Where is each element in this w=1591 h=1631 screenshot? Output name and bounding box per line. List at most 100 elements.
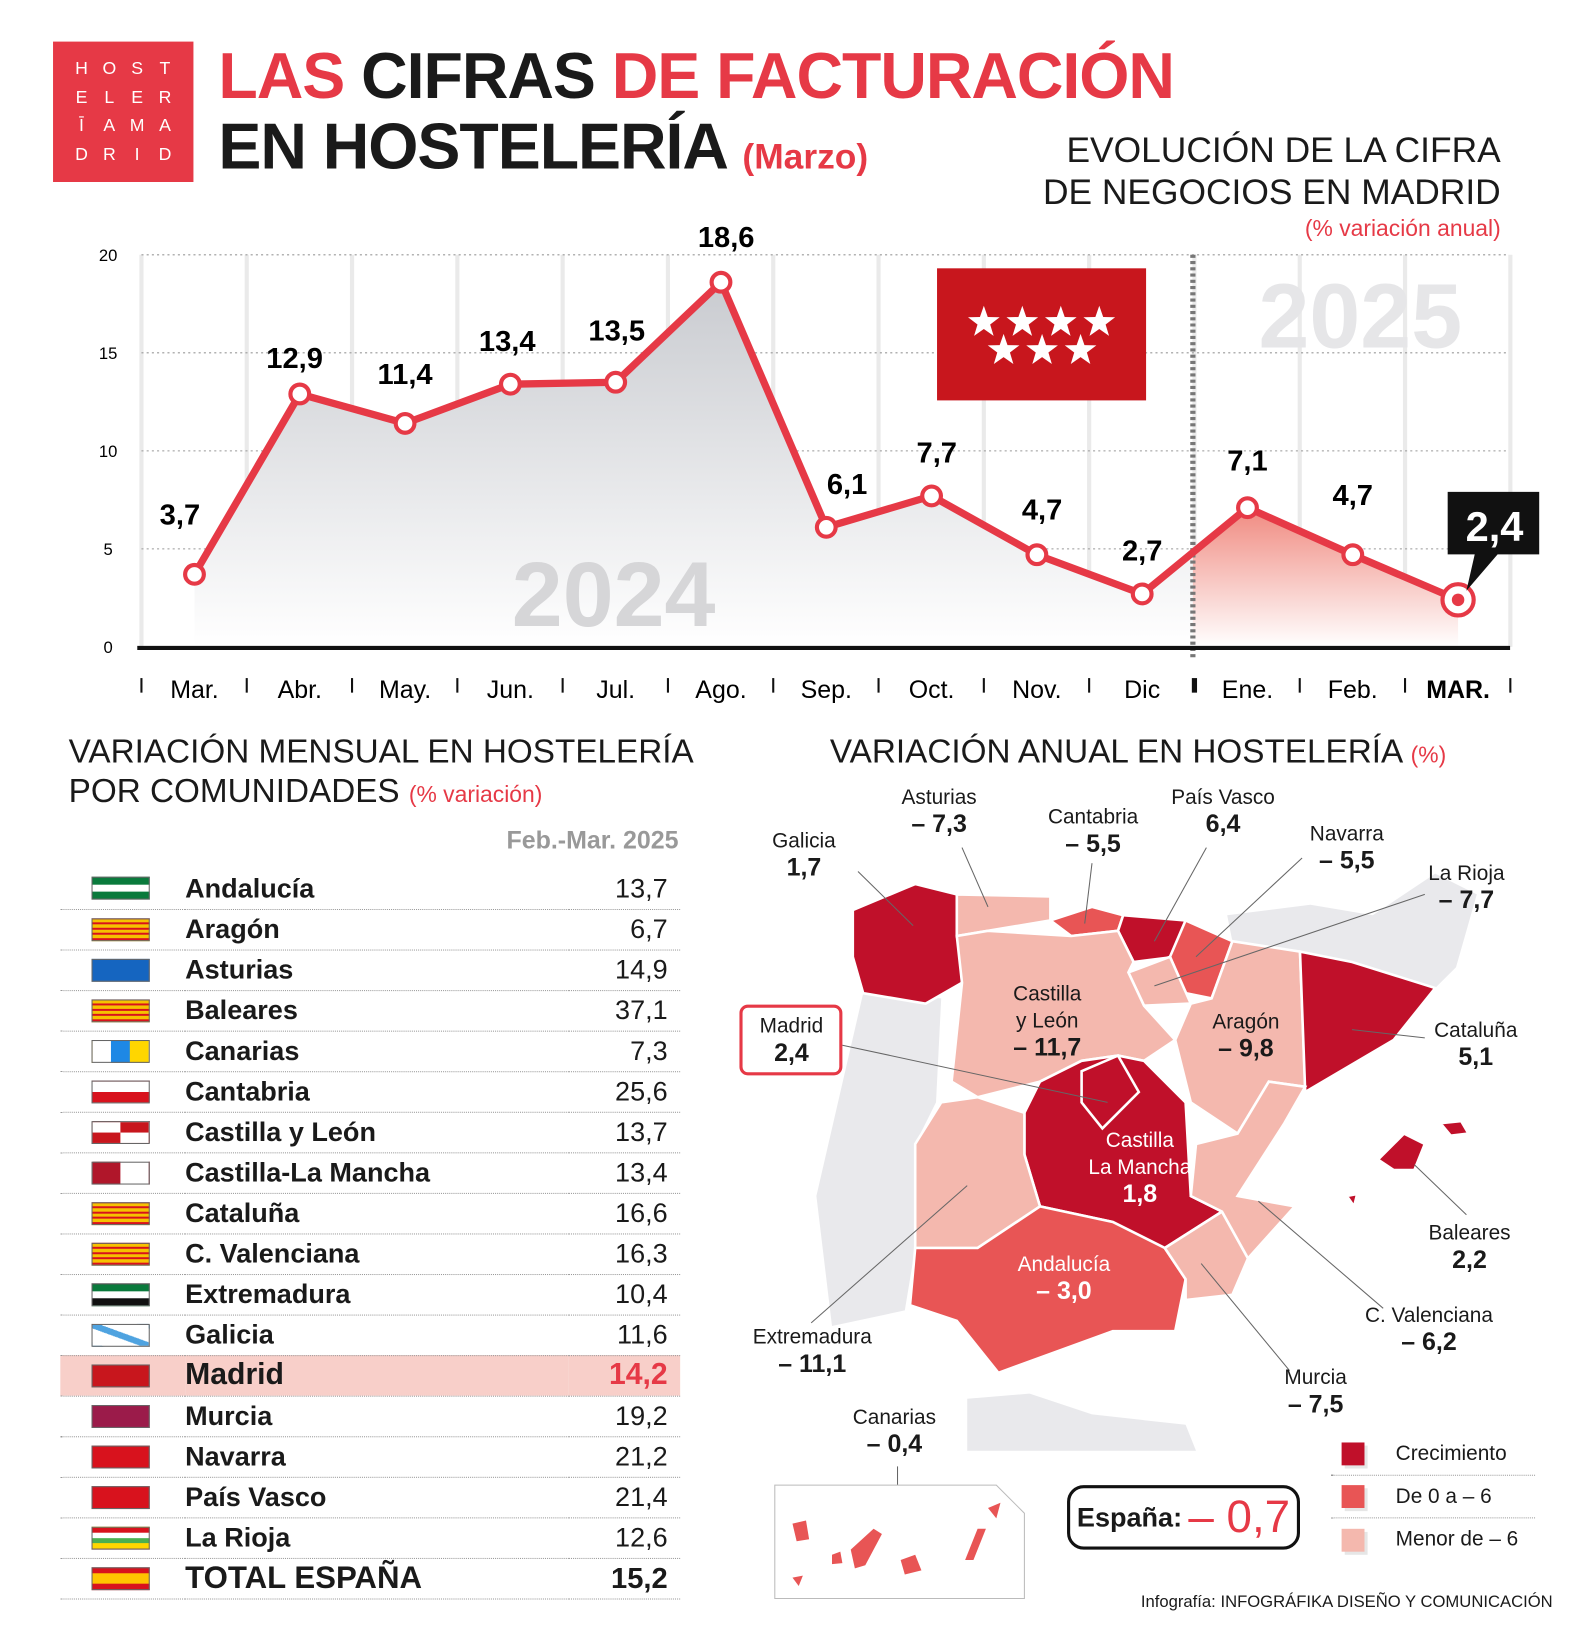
table-row: Andalucía 13,7 [60, 868, 681, 909]
map-label-name: Galicia [772, 829, 836, 853]
region-value: 16,6 [615, 1197, 668, 1229]
africa-shape [967, 1393, 1196, 1451]
region-cataluna[interactable] [1298, 950, 1438, 1095]
map-label-name: Asturias [901, 786, 977, 810]
flag-pa-s-vasco-icon [91, 1485, 150, 1509]
map-label-rioja: La Rioja – 7,7 [1373, 860, 1560, 915]
map-label-value: 1,8 [1122, 1180, 1158, 1209]
map-label-name: Andalucía [1017, 1253, 1111, 1277]
table-row: Murcia 19,2 [60, 1396, 681, 1437]
spain-total-box: España: – 0,7 [1067, 1485, 1300, 1550]
region-name: Aragón [185, 913, 280, 945]
map-label-cataluna: Cataluña 5,1 [1382, 1017, 1569, 1072]
map-label-value: – 5,5 [1065, 829, 1121, 858]
region-galicia[interactable] [851, 882, 964, 1005]
map-label-name: Extremadura [752, 1326, 872, 1349]
logo-letter: M [129, 115, 145, 136]
logo-letter: H [75, 58, 88, 78]
data-label: 18,6 [698, 222, 755, 254]
legend-swatch [1341, 1528, 1365, 1552]
region-name: Andalucía [185, 872, 315, 904]
monthly-title-line2: POR COMUNIDADES [68, 771, 400, 810]
flag-madrid-icon [91, 1363, 150, 1387]
data-point[interactable] [1341, 543, 1365, 567]
data-label: 11,4 [378, 359, 434, 391]
column-header: Feb.-Mar. 2025 [506, 826, 679, 855]
logo-letter: L [104, 86, 115, 107]
legend-item: Menor de – 6 [1331, 1518, 1535, 1561]
data-point[interactable] [183, 562, 206, 586]
region-canarias[interactable] [792, 1502, 1001, 1586]
region-value: 6,7 [630, 913, 668, 945]
map-label-name: Cantabria [1047, 806, 1139, 829]
data-label: 6,1 [827, 469, 867, 501]
map-label-value: – 5,5 [1319, 846, 1375, 875]
region-baleares[interactable] [1344, 1119, 1471, 1210]
star-icon [1006, 305, 1039, 336]
map-label-navarra: Navarra – 5,5 [1253, 821, 1440, 876]
data-point[interactable] [498, 372, 522, 396]
region-pais-vasco[interactable] [1116, 913, 1188, 964]
region-asturias[interactable] [955, 893, 1052, 938]
table-row: Baleares 37,1 [60, 990, 681, 1031]
star-icon [1026, 333, 1058, 364]
region-value: 19,2 [615, 1399, 668, 1432]
data-label: 12,9 [266, 343, 323, 375]
logo-letter: E [75, 86, 88, 107]
region-andalucia[interactable] [908, 1205, 1187, 1375]
region-value: 10,4 [615, 1278, 668, 1310]
map-label-madrid: Madrid 2,4 [698, 1013, 885, 1068]
data-point[interactable] [1236, 496, 1259, 520]
data-point[interactable] [920, 484, 944, 508]
flag-extremadura-icon [91, 1282, 150, 1306]
monthly-title: VARIACIÓN MENSUAL EN HOSTELERÍA POR COMU… [69, 731, 694, 814]
flag-cantabria-icon [91, 1080, 150, 1103]
data-point[interactable] [1025, 543, 1049, 567]
data-point[interactable] [288, 382, 312, 406]
region-name: Asturias [185, 953, 294, 985]
map-legend: Crecimiento De 0 a – 6 Menor de – 6 [1331, 1433, 1536, 1561]
map-label-value: – 7,5 [1287, 1390, 1344, 1419]
data-point[interactable] [814, 515, 838, 539]
chart-title-line1: EVOLUCIÓN DE LA CIFRA [1066, 131, 1501, 171]
map-label-name: País Vasco [1171, 786, 1275, 810]
table-row: País Vasco 21,4 [60, 1477, 681, 1518]
logo-letter: D [158, 144, 172, 165]
data-point[interactable] [604, 370, 628, 394]
map-label-name: Canarias [852, 1406, 937, 1429]
map-label-value: 2,2 [1452, 1245, 1487, 1274]
map-label-name: Navarra [1309, 822, 1384, 846]
table-row: Navarra 21,2 [60, 1436, 681, 1477]
region-navarra[interactable] [1168, 918, 1235, 1000]
leader-lines [810, 847, 1467, 1529]
monthly-subtitle: (% variación) [408, 781, 543, 808]
map-label-value: 1,7 [786, 853, 822, 882]
region-name: Extremadura [185, 1278, 351, 1310]
x-tick-label: May. [379, 676, 431, 704]
data-point[interactable] [1130, 582, 1154, 606]
x-tick-label: Nov. [1012, 676, 1061, 704]
table-row: C. Valenciana 16,3 [60, 1233, 681, 1274]
logo-letter: S [131, 58, 144, 78]
region-value: 21,4 [615, 1480, 668, 1513]
region-c-valenciana[interactable] [1189, 1080, 1308, 1261]
star-icon [1083, 305, 1116, 336]
logo-letter: A [103, 115, 116, 136]
region-value: 37,1 [615, 994, 668, 1026]
logo-letter: D [75, 144, 88, 165]
map-label-extremadura: Extremadura – 11,1 [719, 1324, 906, 1379]
region-value: 14,2 [608, 1358, 668, 1392]
credit: Infografía: INFOGRÁFIKA DISEÑO Y COMUNIC… [1141, 1593, 1553, 1612]
map-label-value: – 11,7 [1013, 1033, 1082, 1062]
data-point[interactable] [393, 411, 417, 435]
annual-subtitle: (%) [1410, 741, 1447, 768]
legend-item: De 0 a – 6 [1331, 1476, 1536, 1519]
logo-letter: E [131, 86, 144, 107]
data-point[interactable] [709, 270, 733, 294]
region-value: 14,9 [615, 953, 668, 985]
flag-galicia-icon [91, 1323, 150, 1347]
page-title: LAS CIFRAS DE FACTURACIÓN EN HOSTELERÍA … [218, 41, 1175, 193]
map-label-value: 6,4 [1205, 810, 1241, 839]
chart-title: EVOLUCIÓN DE LA CIFRA DE NEGOCIOS EN MAD… [1043, 130, 1501, 244]
table-row: La Rioja 12,6 [60, 1517, 681, 1558]
